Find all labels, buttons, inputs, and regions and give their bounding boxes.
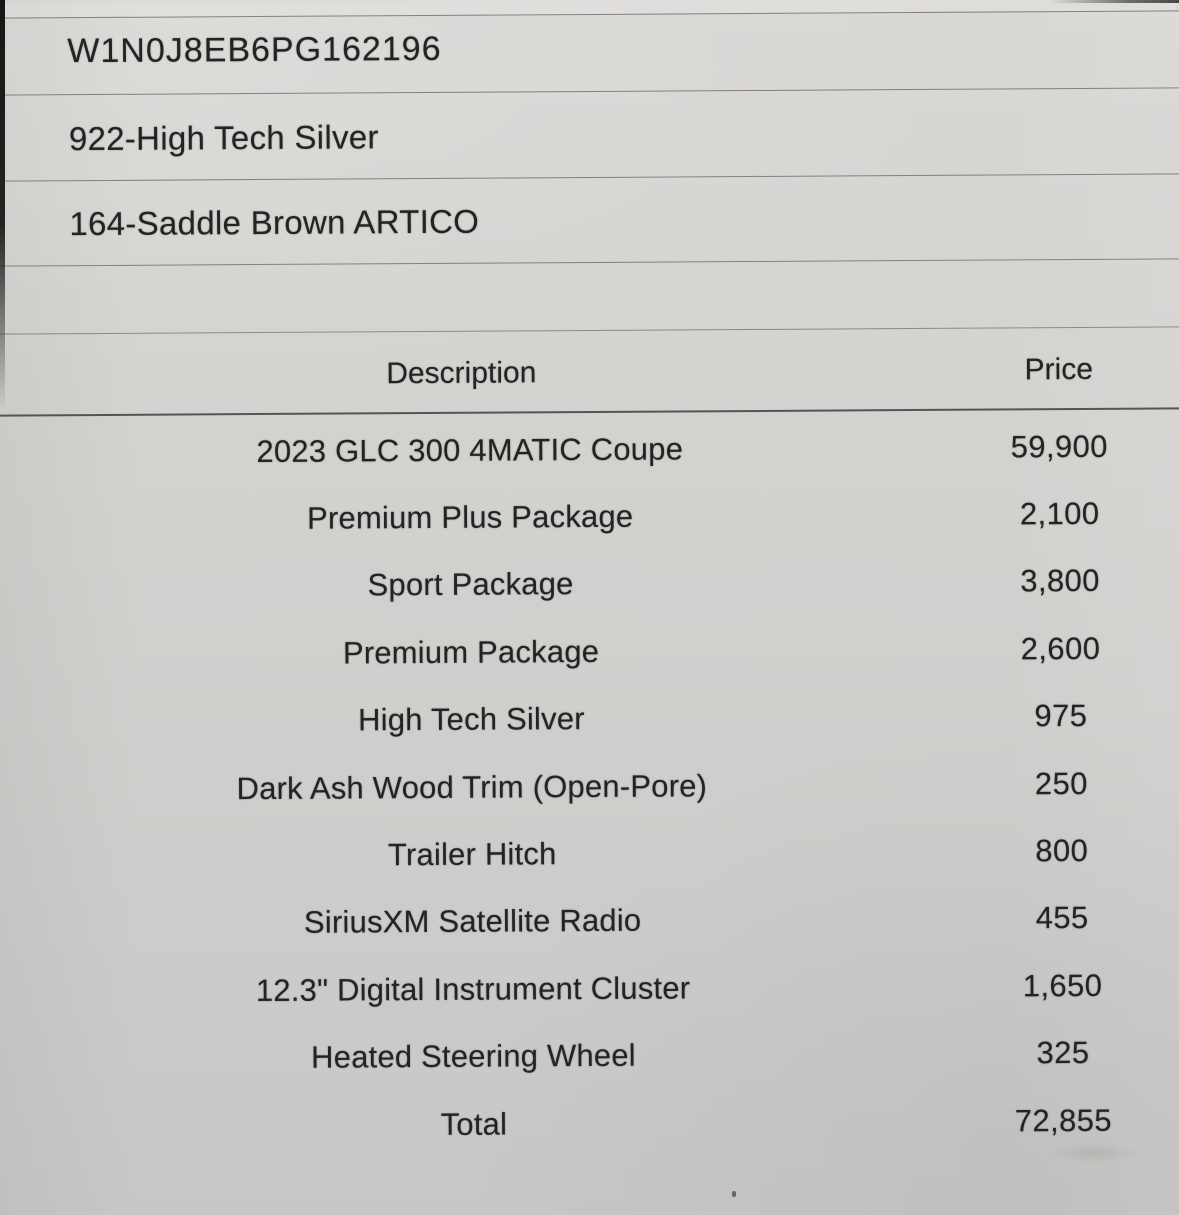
dust-speck (732, 1191, 736, 1197)
separator-line (0, 173, 1179, 182)
item-price: 250 (1034, 765, 1088, 801)
item-description: SiriusXM Satellite Radio (303, 903, 642, 941)
table-row: 2023 GLC 300 4MATIC Coupe 59,900 (0, 412, 1179, 487)
item-price: 3,800 (1020, 563, 1100, 599)
photo-edge-top-right (1049, 0, 1179, 3)
item-price: 1,650 (1022, 967, 1103, 1004)
separator-line (0, 258, 1179, 267)
item-description: Trailer Hitch (387, 836, 557, 873)
separator-line (0, 87, 1179, 96)
table-body: 2023 GLC 300 4MATIC Coupe 59,900 Premium… (0, 412, 1179, 1160)
item-price: 800 (1035, 832, 1089, 869)
table-row: Sport Package 3,800 (0, 547, 1179, 622)
total-row: Total 72,855 (4, 1086, 1179, 1161)
table-row: Trailer Hitch 800 (2, 817, 1179, 892)
table-header-description: Description (386, 356, 537, 391)
table-row: SiriusXM Satellite Radio 455 (2, 884, 1179, 959)
table-row: Heated Steering Wheel 325 (3, 1019, 1179, 1094)
item-price: 325 (1036, 1035, 1090, 1071)
item-description: Premium Plus Package (306, 498, 634, 536)
item-price: 975 (1034, 698, 1088, 734)
vin-text: W1N0J8EB6PG162196 (67, 29, 442, 71)
photo-edge-strip (0, 0, 5, 410)
separator-line (0, 326, 1179, 335)
table-row: 12.3" Digital Instrument Cluster 1,650 (3, 952, 1179, 1027)
table-row: Dark Ash Wood Trim (Open-Pore) 250 (2, 749, 1179, 824)
item-description: Sport Package (367, 566, 574, 603)
table-row: Premium Plus Package 2,100 (0, 480, 1179, 555)
item-description: Heated Steering Wheel (311, 1037, 636, 1075)
table-header-price: Price (1024, 352, 1094, 387)
exterior-color-text: 922-High Tech Silver (68, 118, 379, 158)
item-price: 2,100 (1019, 495, 1100, 532)
table-row: Premium Package 2,600 (1, 615, 1179, 690)
interior-trim-text: 164-Saddle Brown ARTICO (69, 202, 480, 243)
item-description: Dark Ash Wood Trim (Open-Pore) (236, 767, 708, 806)
item-price: 59,900 (1010, 428, 1108, 465)
total-label: Total (440, 1106, 508, 1142)
paper-smudge (1040, 1140, 1150, 1166)
table-row: High Tech Silver 975 (1, 682, 1179, 757)
total-value: 72,855 (1014, 1102, 1113, 1139)
item-price: 2,600 (1020, 630, 1101, 667)
item-description: High Tech Silver (358, 701, 585, 738)
item-price: 455 (1035, 900, 1089, 936)
item-description: Premium Package (342, 633, 600, 671)
item-description: 12.3" Digital Instrument Cluster (255, 970, 691, 1008)
item-description: 2023 GLC 300 4MATIC Coupe (256, 431, 684, 469)
